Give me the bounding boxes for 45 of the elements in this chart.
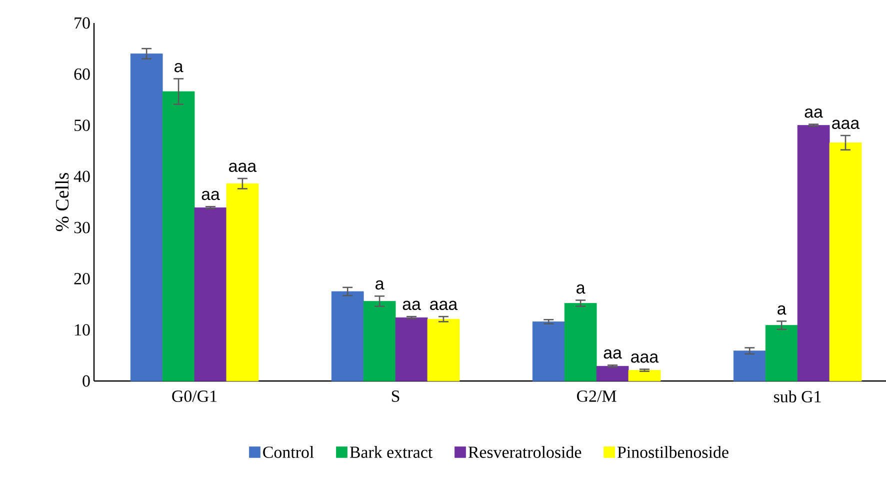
- bar: [226, 183, 259, 382]
- bar: [596, 366, 629, 382]
- legend-label: Pinostilbenoside: [617, 446, 728, 458]
- legend-label: Bark extract: [350, 446, 433, 458]
- bar: [395, 317, 428, 382]
- x-tick-label: sub G1: [774, 390, 821, 402]
- bar: [797, 125, 830, 382]
- annotation: aa: [202, 190, 220, 200]
- y-tick-label: 30: [74, 222, 90, 234]
- x-tick-label: G0/G1: [172, 390, 217, 402]
- bar: [829, 142, 862, 382]
- bar: [628, 370, 661, 382]
- annotation: aaa: [631, 353, 659, 363]
- bar: [331, 291, 364, 382]
- annotation: aaa: [229, 162, 257, 172]
- annotation: a: [174, 62, 184, 72]
- legend-label: Resveratroloside: [468, 446, 582, 458]
- bar: [564, 303, 597, 382]
- annotation: a: [376, 280, 384, 290]
- y-axis-title: % Cells: [55, 172, 69, 232]
- legend-label: Control: [263, 446, 314, 458]
- bar: [194, 207, 227, 382]
- y-tick-label: 20: [74, 273, 90, 284]
- bar: [765, 325, 798, 382]
- x-tick-label: G2/M: [577, 390, 616, 402]
- annotation: aa: [804, 108, 823, 118]
- bar: [130, 53, 163, 382]
- annotation: aaa: [832, 120, 860, 130]
- bar: [363, 301, 396, 382]
- bar: [162, 91, 195, 382]
- x-tick-label: S: [392, 390, 400, 402]
- annotation: a: [576, 284, 586, 294]
- y-tick-label: 60: [74, 68, 90, 80]
- annotation: aaa: [430, 300, 458, 310]
- annotation: aa: [604, 349, 622, 359]
- annotation: a: [778, 305, 786, 315]
- bar: [427, 318, 460, 382]
- bar: [733, 350, 766, 382]
- y-tick-label: 40: [74, 170, 90, 182]
- bar: [532, 321, 565, 382]
- y-tick-label: 0: [82, 375, 90, 387]
- y-tick-label: 50: [74, 120, 90, 132]
- y-tick-label: 10: [75, 324, 90, 336]
- y-tick-label: 70: [74, 17, 90, 29]
- annotation: aa: [402, 300, 421, 310]
